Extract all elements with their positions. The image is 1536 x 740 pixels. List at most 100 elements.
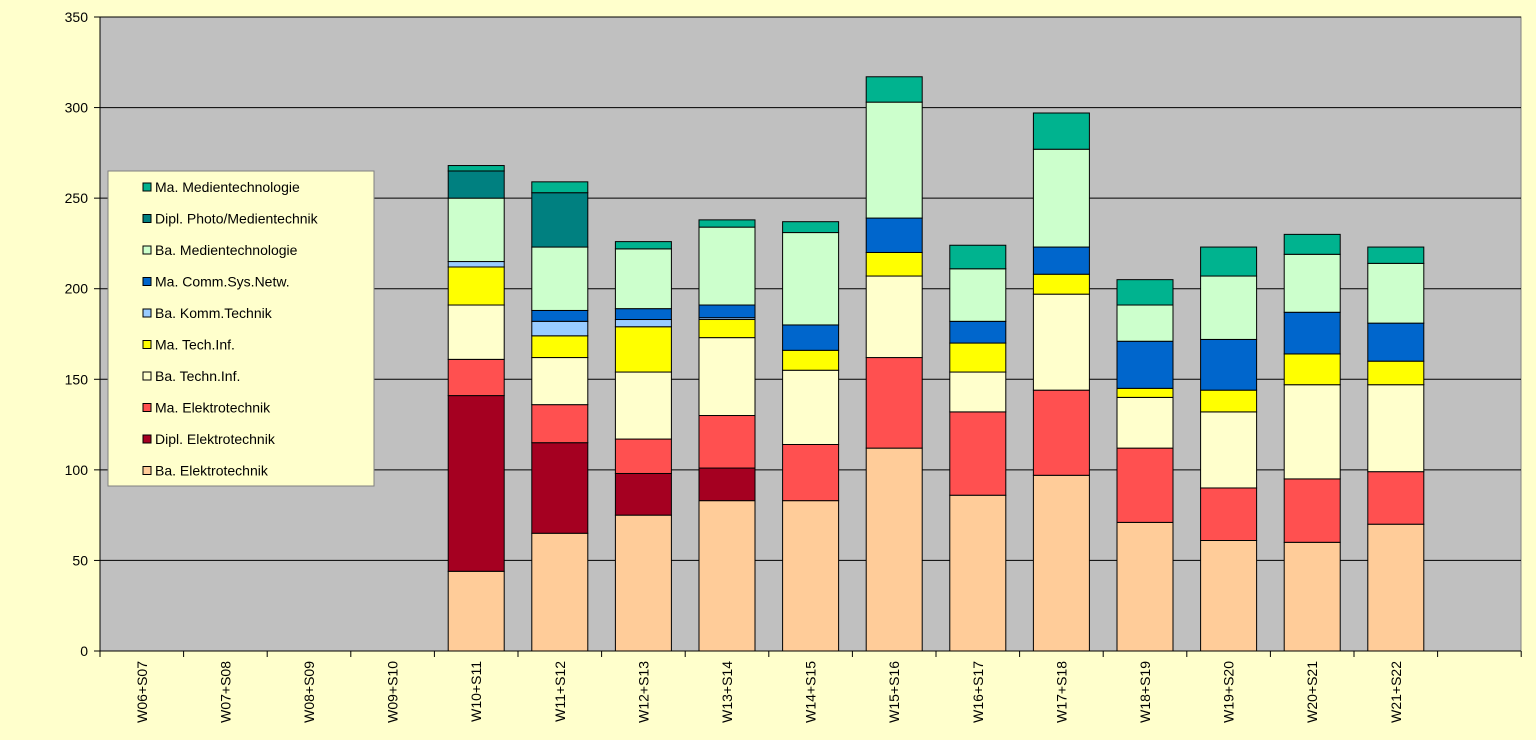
legend-label: Ma. Tech.Inf. [155,337,235,353]
legend-swatch [142,308,152,318]
bar-segment [1032,474,1090,652]
bar-segment [698,319,756,339]
bar-segment [949,244,1007,270]
bar-segment [949,268,1007,322]
legend-swatch [142,371,152,381]
bar-segment [614,371,672,440]
bar-segment [614,241,672,250]
bar-segment [949,342,1007,373]
x-tick-label: W19+S20 [1221,661,1237,723]
bars [447,76,1425,652]
bar-segment [698,500,756,652]
x-tick-label: W11+S12 [552,661,568,722]
bar-segment [949,371,1007,413]
bar-segment [1116,447,1174,523]
bar-segment [1200,411,1258,489]
bar-segment [1032,293,1090,391]
bar-segment [1032,112,1090,150]
bar-segment [447,358,505,397]
bar-segment [782,443,840,502]
bar-segment [531,320,589,337]
bar-segment [1200,540,1258,652]
bar-segment [1200,275,1258,340]
y-tick-label: 300 [65,100,89,116]
x-tick-label: W08+S09 [301,661,317,723]
bar-segment [1283,478,1341,543]
bar-segment [698,226,756,306]
bar-segment [865,217,923,253]
x-tick-label: W09+S10 [385,661,401,723]
bar-segment [865,76,923,103]
bar-segment [1200,338,1258,391]
bar-segment [698,415,756,469]
bar-segment [1283,253,1341,313]
bar-segment [698,337,756,417]
x-tick-label: W07+S08 [217,661,233,723]
y-tick-label: 250 [65,190,89,206]
bar-segment [447,266,505,306]
bar-segment [1200,487,1258,542]
bar-segment [1367,262,1425,324]
bar-segment [531,309,589,322]
bar-segment [782,500,840,652]
bar-segment [447,170,505,199]
y-axis: 0 50 100 150 200 250 300 350 [65,9,101,659]
legend: Ma. Medientechnologie Dipl. Photo/Medient… [107,170,375,487]
bar-segment [447,165,505,172]
bar-segment [698,219,756,228]
legend-label: Dipl. Photo/Medientechnik [155,211,319,227]
legend-label: Ba. Komm.Technik [155,305,273,321]
bar-segment [1367,523,1425,652]
bar-segment [1283,233,1341,255]
bar-segment [1283,353,1341,386]
bar-segment [949,320,1007,344]
legend-label: Ma. Comm.Sys.Netw. [155,274,290,290]
bar-segment [531,404,589,444]
bar-segment [447,304,505,360]
bar-segment [865,447,923,652]
bar-segment [1283,311,1341,355]
y-tick-label: 350 [65,9,89,25]
bar-segment [614,514,672,652]
y-tick-label: 150 [65,371,89,387]
y-tick-label: 50 [72,552,88,568]
legend-label: Ba. Medientechnologie [155,242,298,258]
bar-segment [782,369,840,445]
bar-segment [1032,148,1090,248]
legend-box [107,170,375,487]
bar-segment [531,357,589,406]
y-tick-label: 100 [65,462,89,478]
bar-segment [1367,360,1425,386]
legend-label: Ba. Techn.Inf. [155,368,240,384]
bar-segment [1116,304,1174,342]
bar-segment [614,472,672,516]
bar-segment [865,101,923,219]
y-tick-label: 0 [80,643,88,659]
bar-segment [1032,246,1090,275]
bar-segment [1283,541,1341,652]
bar-segment [1283,384,1341,480]
x-tick-label: W18+S19 [1137,661,1153,723]
legend-label: Ba. Elektrotechnik [155,463,269,479]
bar-segment [865,275,923,359]
bar-segment [1116,340,1174,389]
bar-segment [698,467,756,502]
legend-swatch [142,340,152,349]
x-tick-label: W17+S18 [1053,661,1069,723]
bar-segment [1200,389,1258,413]
bar-segment [447,261,505,268]
bar-segment [949,411,1007,496]
legend-label: Ma. Medientechnologie [155,179,300,195]
legend-swatch [142,403,152,412]
bar-segment [1367,322,1425,362]
y-tick-label: 200 [65,281,89,297]
legend-swatch [142,182,152,192]
bar-segment [614,326,672,373]
bar-segment [447,395,505,572]
x-tick-label: W10+S11 [468,661,484,722]
bar-segment [1367,471,1425,525]
bar-segment [1116,387,1174,398]
bar-segment [614,319,672,328]
bar-segment [1367,246,1425,264]
bar-segment [531,181,589,194]
